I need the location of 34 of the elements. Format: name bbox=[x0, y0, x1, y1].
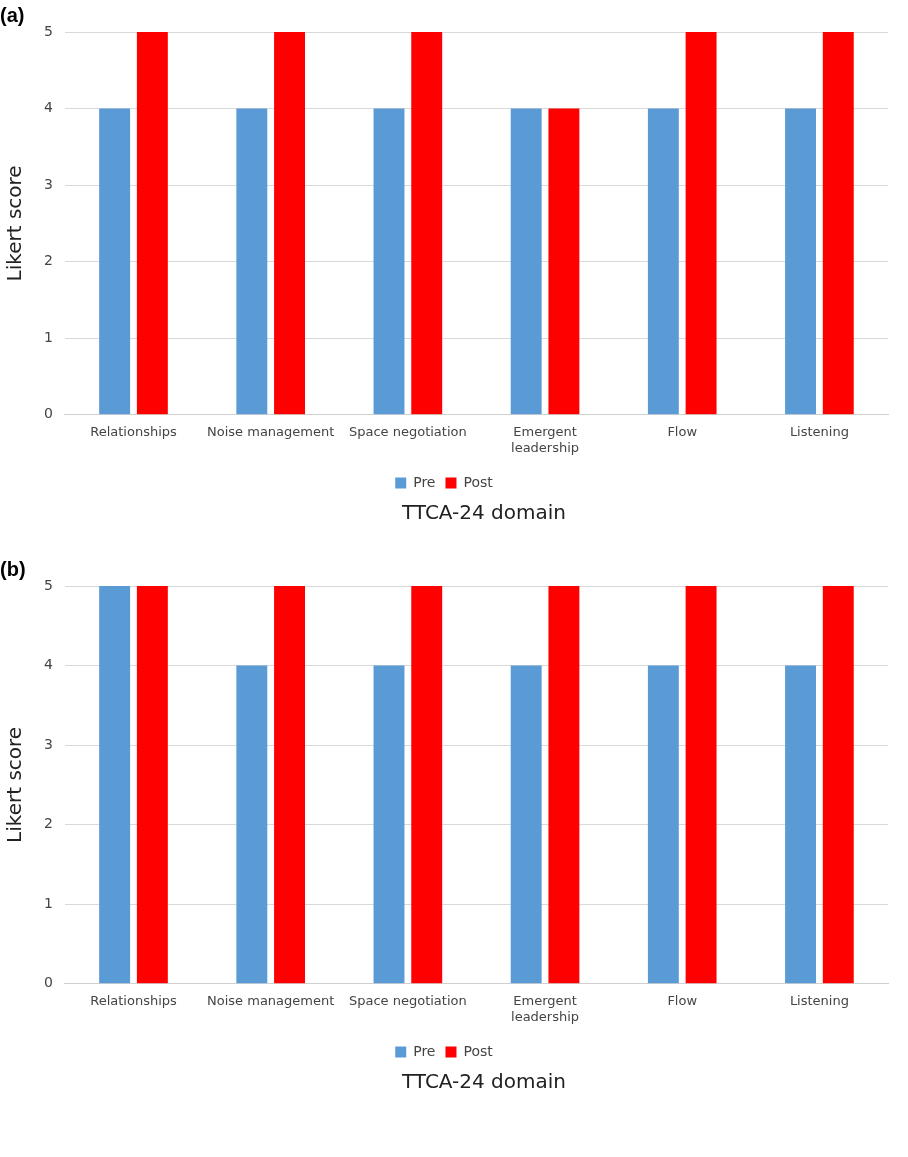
chart-title: (b) bbox=[0, 557, 26, 580]
legend-label: Pre bbox=[413, 473, 436, 490]
x-tick-label: Listening bbox=[789, 423, 849, 439]
legend-label: Pre bbox=[413, 1042, 436, 1059]
x-tick-label: Relationships bbox=[90, 992, 178, 1008]
x-tick-label: Space negotiation bbox=[348, 992, 467, 1008]
y-tick-label: 5 bbox=[43, 576, 53, 593]
y-tick-label: 5 bbox=[43, 22, 53, 39]
legend-label: Post bbox=[463, 1042, 494, 1059]
x-tick-label: Emergent leadership bbox=[511, 423, 580, 455]
x-axis-title: TTCA-24 domain bbox=[400, 500, 567, 524]
chart-title: (a) bbox=[0, 3, 25, 26]
y-tick-label: 0 bbox=[43, 405, 53, 422]
y-tick-label: 1 bbox=[43, 328, 53, 345]
y-tick-label: 3 bbox=[43, 175, 53, 192]
legend-label: Post bbox=[463, 473, 494, 490]
x-tick-label: Emergent leadership bbox=[511, 992, 580, 1024]
y-axis-title: Likert score bbox=[2, 165, 27, 282]
x-tick-label: Flow bbox=[667, 992, 698, 1008]
y-tick-label: 2 bbox=[43, 815, 53, 832]
y-tick-label: 4 bbox=[43, 656, 53, 673]
x-tick-label: Space negotiation bbox=[348, 423, 467, 439]
y-tick-label: 4 bbox=[43, 99, 53, 116]
x-tick-label: Relationships bbox=[90, 423, 178, 439]
x-tick-label: Listening bbox=[789, 992, 849, 1008]
y-tick-label: 3 bbox=[43, 735, 53, 752]
x-tick-label: Noise management bbox=[207, 423, 335, 439]
y-tick-label: 2 bbox=[43, 252, 53, 269]
y-tick-label: 0 bbox=[43, 974, 53, 991]
x-tick-label: Flow bbox=[667, 423, 698, 439]
x-axis-title: TTCA-24 domain bbox=[400, 1069, 567, 1093]
y-tick-label: 1 bbox=[43, 894, 53, 911]
y-axis-title: Likert score bbox=[2, 726, 27, 843]
x-tick-label: Noise management bbox=[207, 992, 335, 1008]
